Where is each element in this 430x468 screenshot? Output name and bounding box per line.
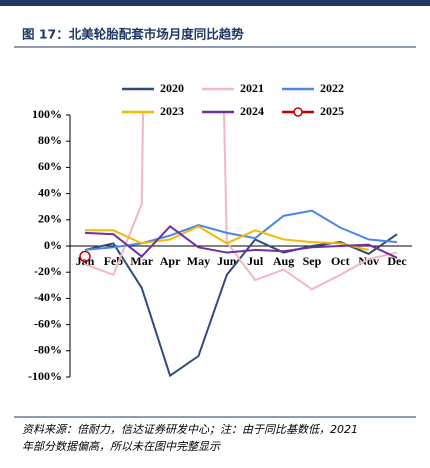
- y-tick-label: -20%: [34, 264, 62, 278]
- y-tick-label: 20%: [38, 212, 62, 226]
- y-tick-label: 40%: [38, 185, 62, 199]
- y-tick-label: -100%: [28, 369, 62, 383]
- source-line: 年部分数据偏高，所以未在图中完整显示: [22, 440, 221, 453]
- x-tick-label: Aug: [273, 254, 294, 268]
- plot-area: [79, 113, 398, 378]
- legend-label: 2020: [160, 81, 184, 95]
- y-tick-label: 60%: [38, 159, 62, 173]
- top-bar: [0, 0, 430, 6]
- y-tick-label: -60%: [34, 316, 62, 330]
- x-tick-label: Apr: [160, 254, 181, 268]
- legend-label: 2023: [160, 104, 184, 118]
- series-line: [84, 225, 398, 259]
- series-line: [84, 209, 398, 251]
- legend-marker: [293, 107, 303, 117]
- x-tick-label: Dec: [387, 254, 407, 268]
- chart-title: 图 17：北美轮胎配套市场月度同比趋势: [22, 27, 244, 42]
- legend-label: 2022: [320, 81, 344, 95]
- x-tick-label: Oct: [331, 254, 350, 268]
- legend-label: 2024: [240, 104, 264, 118]
- legend-label: 2021: [240, 81, 264, 95]
- source-line: 资料来源：倍耐力，信达证券研发中心；注：由于同比基数低，2021: [22, 423, 358, 436]
- x-tick-label: Jun: [217, 254, 237, 268]
- y-tick-label: 100%: [32, 107, 62, 121]
- x-tick-label: Sep: [303, 254, 322, 268]
- y-tick-label: 80%: [38, 133, 62, 147]
- legend-label: 2025: [320, 104, 344, 118]
- y-tick-label: 0%: [44, 238, 62, 252]
- y-tick-label: -40%: [34, 290, 62, 304]
- x-tick-label: May: [187, 254, 210, 268]
- x-tick-label: Jul: [247, 254, 264, 268]
- series-line: [84, 113, 398, 291]
- series-line: [85, 225, 369, 251]
- y-tick-label: -80%: [34, 343, 62, 357]
- x-tick-label: Nov: [358, 254, 379, 268]
- series-marker: [79, 250, 91, 263]
- x-tick-label: Mar: [130, 254, 153, 268]
